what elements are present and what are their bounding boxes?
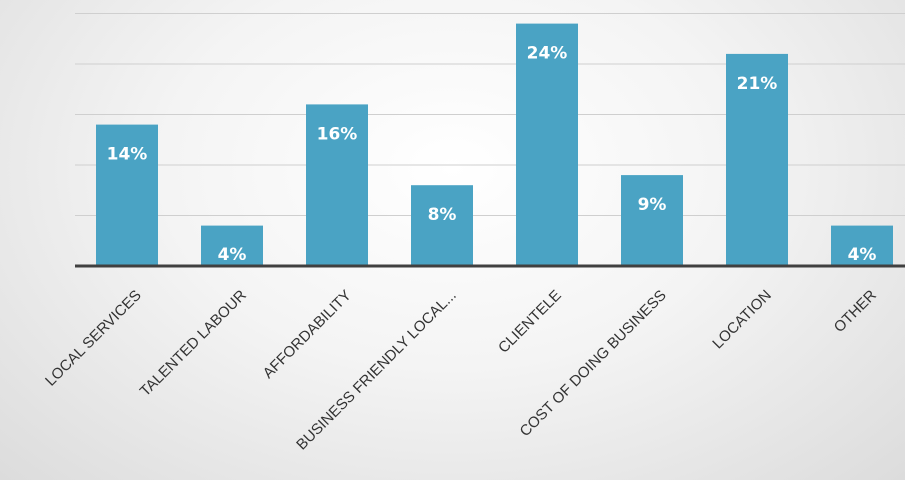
bar-series — [96, 23, 893, 267]
x-tick-label: OTHER — [831, 287, 880, 336]
data-label: 4% — [848, 245, 877, 265]
bar — [621, 175, 683, 266]
bar — [516, 23, 578, 266]
x-tick-label: AFFORDABILITY — [260, 287, 355, 382]
x-tick-label: TALENTED LABOUR — [137, 287, 250, 400]
bar — [201, 225, 263, 266]
data-label: 24% — [527, 44, 568, 64]
data-label: 14% — [107, 145, 148, 165]
bar — [831, 225, 893, 266]
bar — [726, 53, 788, 267]
data-label: 4% — [218, 245, 247, 265]
data-label: 16% — [317, 124, 358, 144]
data-label: 8% — [428, 205, 457, 225]
data-label: 9% — [638, 195, 667, 215]
x-tick-label: LOCATION — [709, 287, 774, 352]
bar — [411, 185, 473, 266]
x-tick-label: LOCAL SERVICES — [42, 287, 145, 390]
bar — [306, 104, 368, 267]
x-tick-label: CLIENTELE — [495, 287, 565, 357]
data-label: 21% — [737, 74, 778, 94]
bar — [96, 124, 158, 266]
data-labels: 14% 4% 16% 8% 24% 9% 21% 4% — [107, 44, 877, 265]
